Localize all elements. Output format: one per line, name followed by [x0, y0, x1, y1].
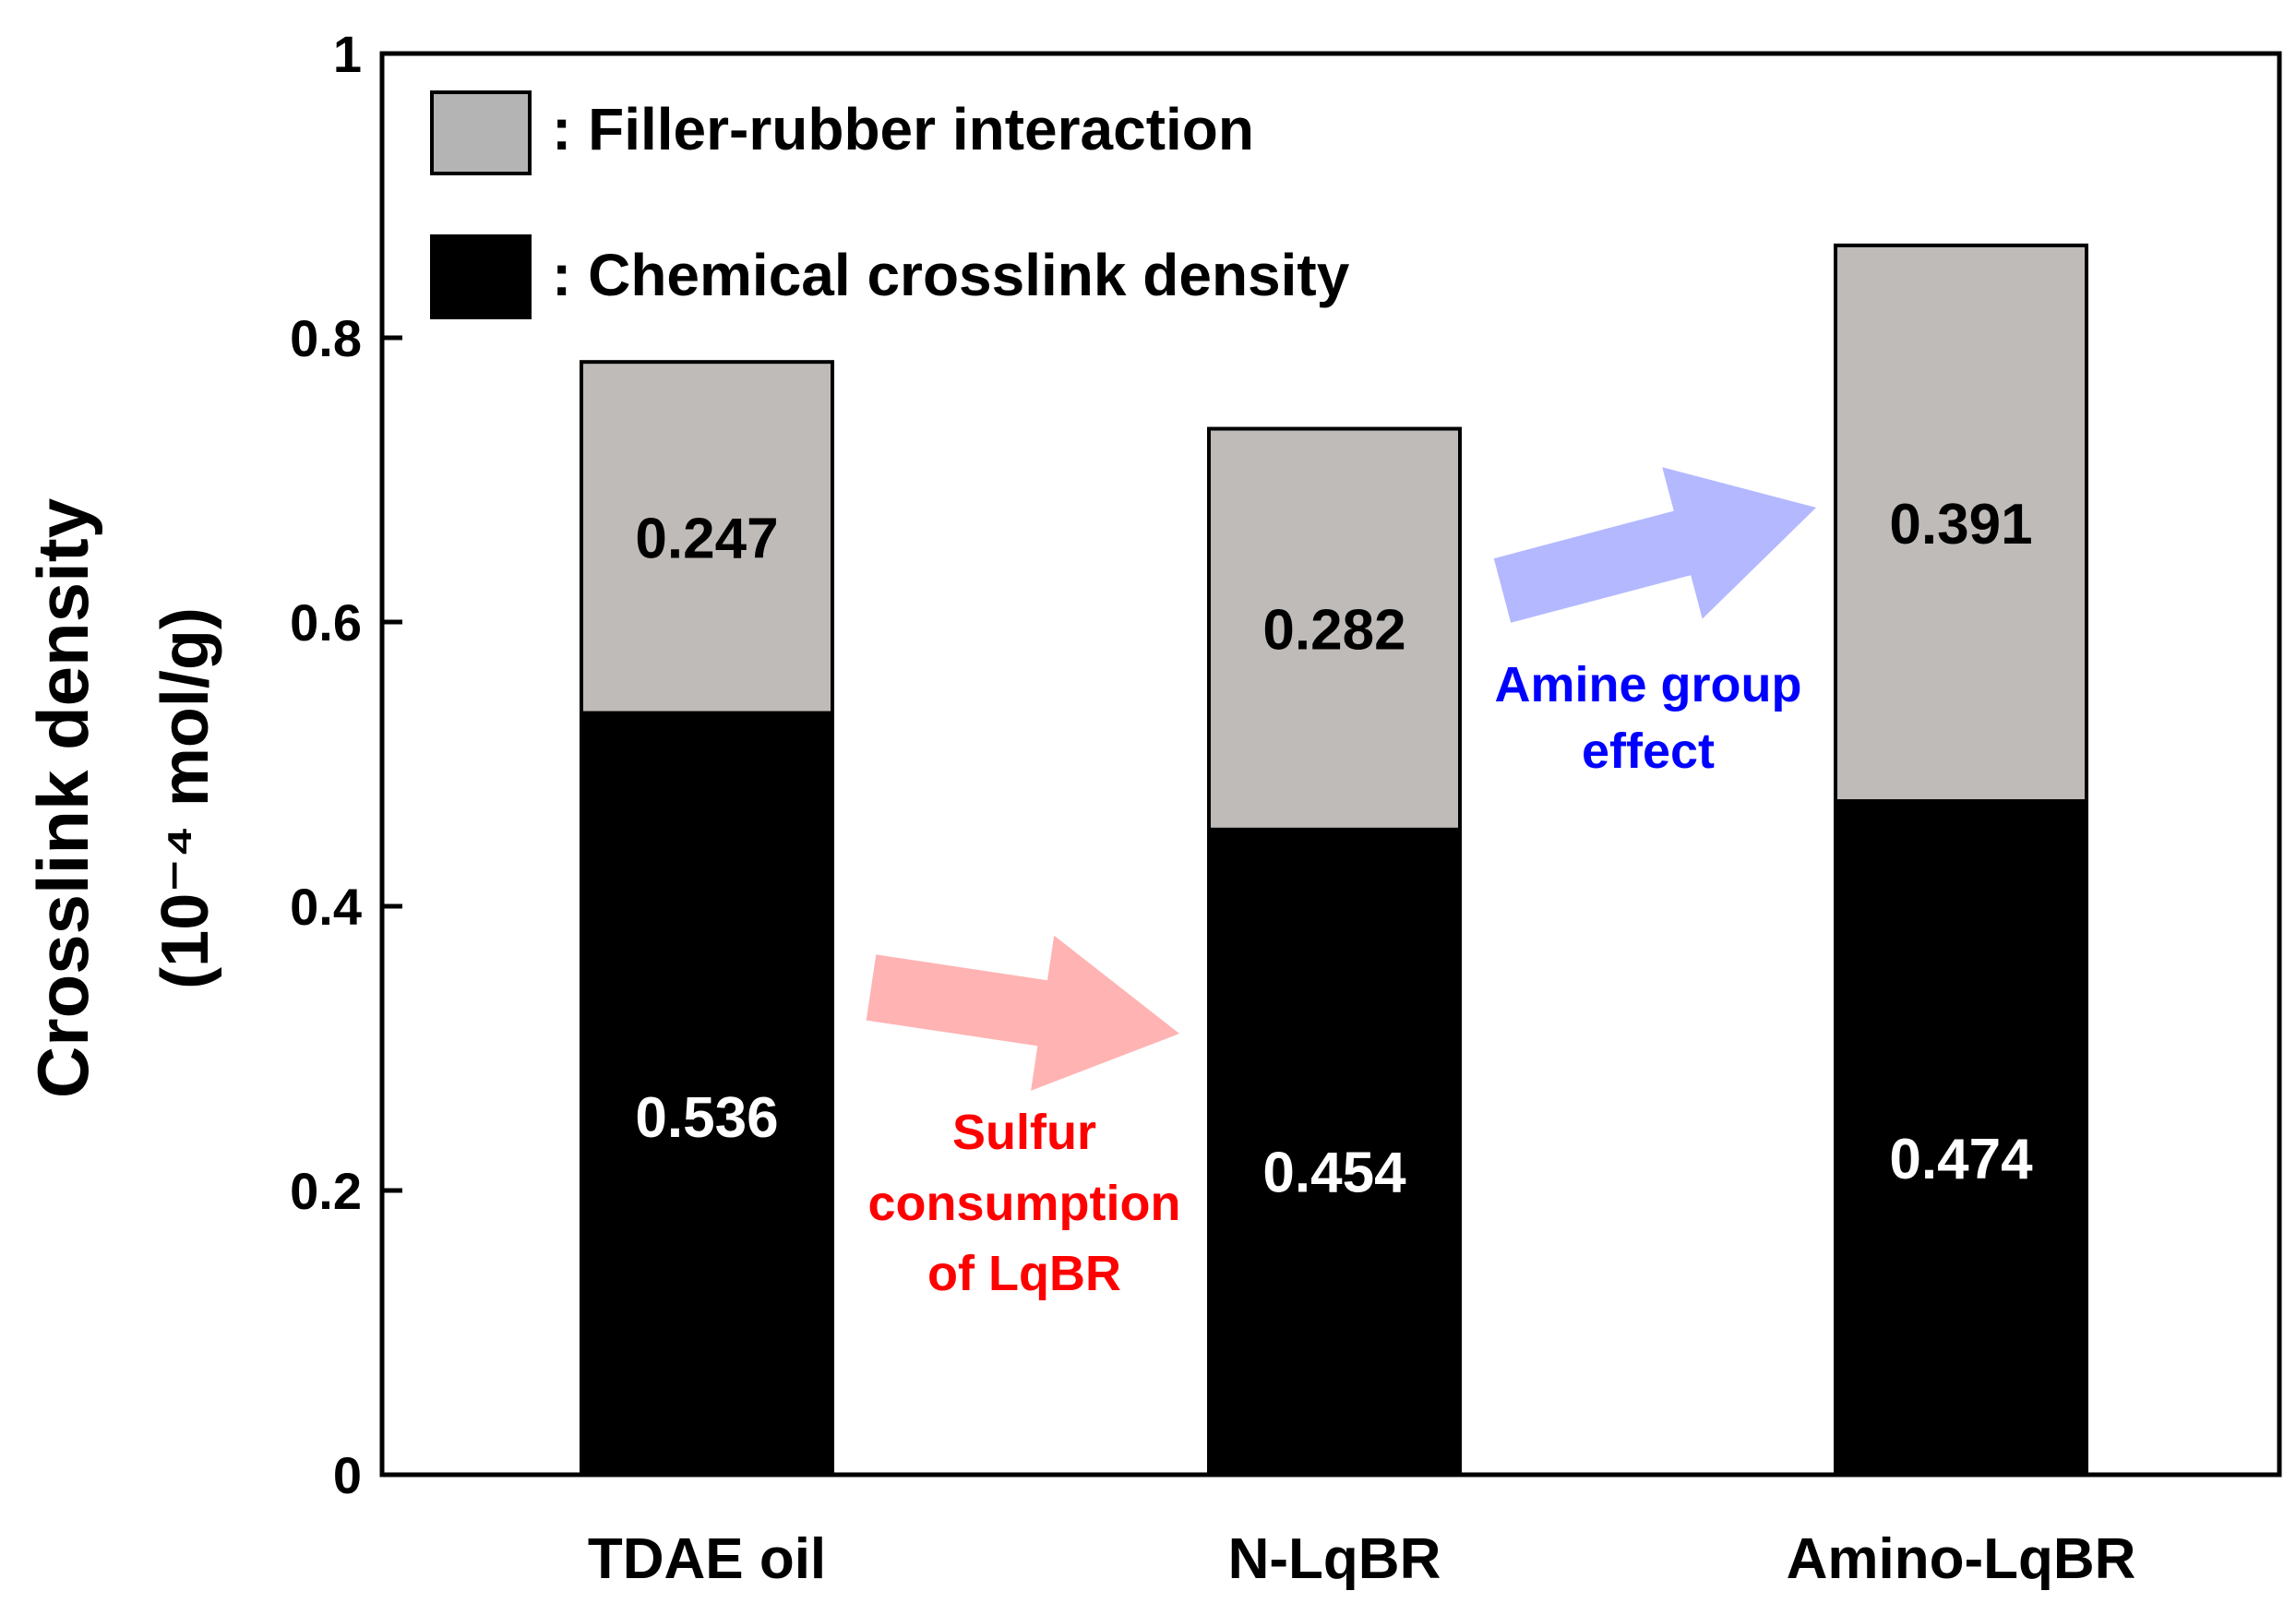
- bars: 0.536 0.247 0.454 0.282 0.474 0.391: [580, 243, 2088, 1477]
- trend-arrow: [866, 935, 1179, 1091]
- legend-label-chemical: : Chemical crosslink density: [552, 242, 1350, 308]
- y-tick-label: 0: [333, 1446, 362, 1504]
- legend: : Filler-rubber interaction : Chemical c…: [430, 90, 1350, 319]
- bar-segment: [1834, 243, 2088, 804]
- x-tick-label: Amino-LqBR: [1787, 1527, 2136, 1591]
- y-tick-label: 0.2: [290, 1162, 362, 1220]
- y-axis-ticks: 0 0.2 0.4 0.6 0.8 1: [290, 25, 402, 1504]
- trend-arrow: [1493, 467, 1816, 623]
- annotation-sulfur-text: Sulfur: [952, 1105, 1096, 1160]
- y-tick-label: 0.4: [290, 878, 362, 936]
- x-tick-label: N-LqBR: [1228, 1527, 1441, 1591]
- annotations: Sulfur consumption of LqBR Amine group effec…: [866, 467, 1816, 1301]
- x-tick-label: TDAE oil: [588, 1527, 826, 1591]
- bar-value-label: 0.391: [1889, 493, 2032, 556]
- y-axis-title: Crosslink density: [22, 498, 103, 1098]
- legend-swatch-filler: [430, 90, 532, 175]
- y-tick-label: 1: [333, 25, 362, 83]
- bar-value-label: 0.474: [1889, 1128, 2033, 1191]
- annotation-sulfur-text: consumption: [868, 1176, 1181, 1231]
- bar-segment: [1834, 799, 2088, 1477]
- annotation-amine-text: effect: [1582, 724, 1715, 779]
- annotation-amine-text: Amine group: [1495, 657, 1802, 712]
- bar-segment: [580, 360, 834, 715]
- y-axis-title-units: (10⁻⁴ mol/g): [149, 607, 222, 989]
- y-axis-title-line2: (10⁻⁴ mol/g): [149, 607, 222, 989]
- bar-value-label: 0.282: [1262, 599, 1405, 663]
- bar-value-label: 0.536: [635, 1086, 778, 1150]
- legend-swatch-chemical: [430, 234, 532, 319]
- bar-value-label: 0.247: [635, 507, 778, 570]
- bar-segment: [1207, 827, 1462, 1477]
- plot-frame: [379, 51, 2282, 1477]
- y-axis-title-line1: Crosslink density: [22, 498, 103, 1098]
- legend-label-filler: : Filler-rubber interaction: [552, 96, 1254, 162]
- y-tick-label: 0.8: [290, 309, 362, 367]
- annotation-sulfur-text: of LqBR: [927, 1246, 1121, 1301]
- y-tick-label: 0.6: [290, 593, 362, 652]
- bar-value-label: 0.454: [1262, 1141, 1406, 1204]
- x-axis-labels: TDAE oil N-LqBR Amino-LqBR: [588, 1527, 2136, 1591]
- bar-segment: [1207, 426, 1462, 831]
